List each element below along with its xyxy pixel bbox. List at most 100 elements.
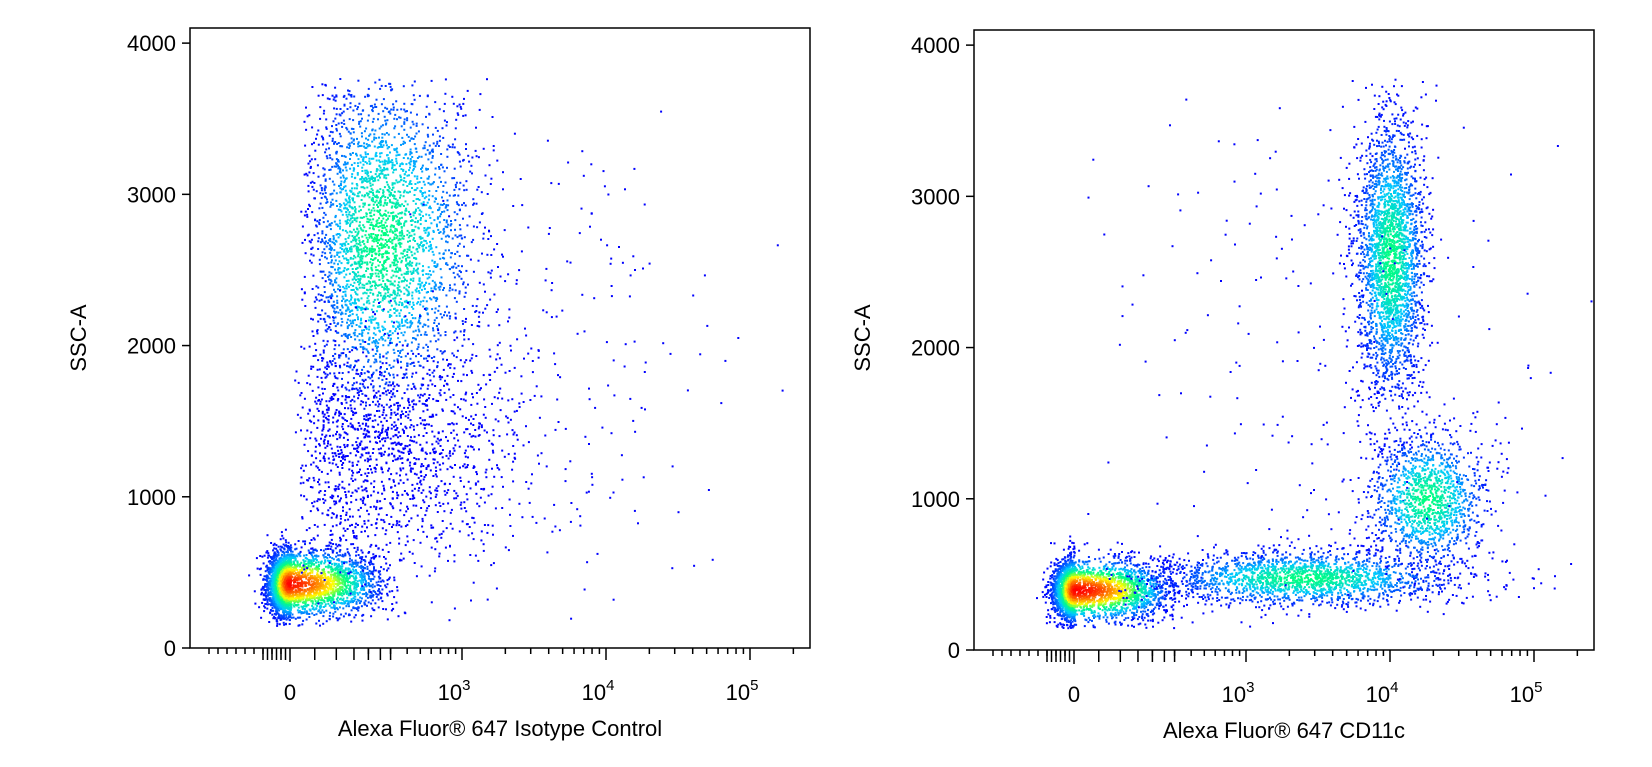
data-point [346,299,349,302]
data-point [333,348,336,351]
data-point [372,385,375,388]
data-point [285,575,288,578]
data-point [313,575,316,578]
data-point [276,559,279,562]
data-point [321,581,324,584]
data-point [330,201,332,204]
data-point [382,344,385,347]
data-point [355,183,358,185]
data-point [271,563,274,566]
data-point [367,138,370,141]
data-point [363,275,366,278]
data-point [338,166,341,169]
data-point [295,600,298,603]
data-point [289,616,292,618]
plot-frame [189,27,811,649]
data-point [356,233,359,236]
data-point [264,583,267,586]
data-point [472,343,475,346]
data-point [321,136,324,139]
data-point [451,252,453,255]
data-point [324,192,327,194]
data-point [368,134,371,137]
data-point [262,578,265,581]
data-point [351,591,354,594]
data-point [375,581,378,584]
data-point [357,274,360,277]
data-point [382,568,385,571]
data-point [284,601,287,604]
data-point [436,217,439,220]
data-point [420,333,423,336]
data-point [372,318,375,321]
data-point [316,585,319,588]
data-point [266,594,269,597]
data-point [289,583,292,586]
data-point [335,567,338,570]
data-point [264,578,267,581]
data-point [273,542,276,545]
data-point [368,583,371,586]
data-point [415,124,418,127]
data-point [406,251,409,253]
data-point [459,330,462,333]
data-point [386,579,389,582]
data-point [359,275,362,278]
data-point [356,249,359,251]
data-point [400,234,403,237]
data-point [307,583,310,586]
data-point [344,612,347,615]
data-point [442,232,445,235]
data-point [397,615,400,618]
data-point [344,577,347,580]
data-point [317,597,320,600]
data-point [355,324,358,326]
data-point [375,170,378,173]
data-point [378,254,380,257]
data-point [278,557,281,560]
data-point [441,316,444,319]
data-point [347,592,350,595]
data-point [317,175,320,178]
data-point [386,368,388,370]
data-point [325,126,328,129]
data-point [371,583,374,586]
data-point [324,575,327,578]
data-point [272,555,275,558]
data-point [378,590,381,593]
data-point [299,611,301,614]
data-point [318,576,321,579]
data-point [283,611,286,614]
data-point [307,578,310,581]
data-point [375,137,378,140]
data-point [405,372,408,375]
data-point [342,578,345,581]
data-point [362,303,365,306]
data-point [421,166,424,169]
data-point [358,102,361,105]
data-point [266,582,268,585]
data-point [373,557,375,560]
data-point [273,598,276,601]
data-point [276,620,279,623]
data-point [264,603,267,605]
data-point [322,351,325,354]
data-point [397,202,400,205]
data-point [346,108,349,110]
data-point [459,228,462,231]
data-point [304,543,306,546]
data-point [327,565,330,568]
data-point [419,283,422,286]
data-point [334,290,337,293]
data-point [415,264,418,267]
data-point [409,111,412,114]
data-point [378,229,381,232]
data-point [301,582,304,585]
data-point [265,551,268,554]
data-point [312,557,315,560]
data-point [346,348,349,351]
data-point [280,599,283,602]
data-point [490,235,492,238]
data-point [372,304,375,307]
data-point [275,618,278,621]
